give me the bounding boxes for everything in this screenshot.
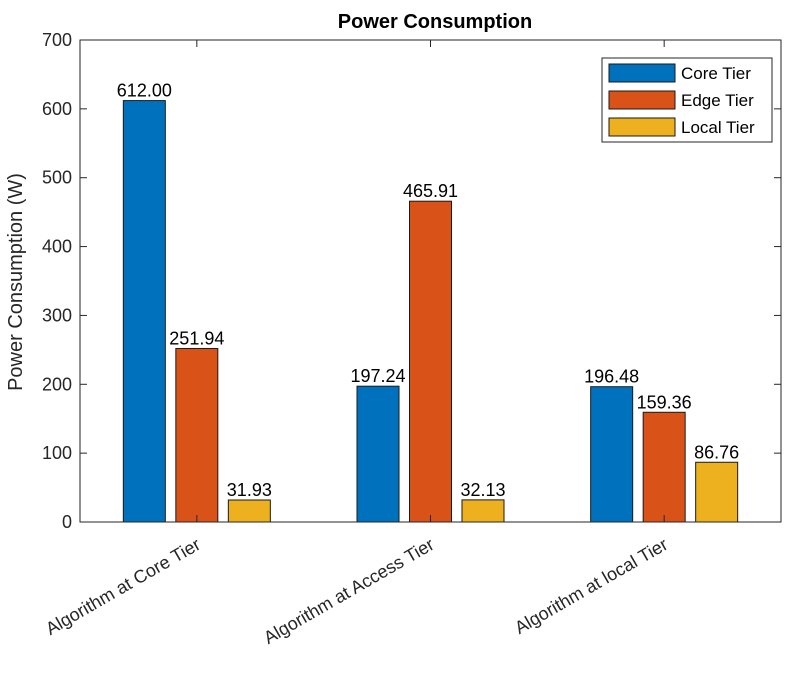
bar-edge-tier-2: [409, 200, 452, 523]
legend-swatch-core-tier: [608, 63, 676, 83]
bar-local-tier-2: [461, 499, 505, 523]
x-category-label: Algorithm at local Tier: [511, 534, 671, 638]
y-tick-label: 200: [42, 374, 72, 394]
bar-labels-group: 612.00 251.94 31.93 197.24 465.91 32.13 196.48…: [117, 81, 739, 500]
y-tick-label: 600: [42, 99, 72, 119]
legend-swatch-local-tier: [608, 117, 676, 137]
y-axis-label: Power Consumption (W): [5, 173, 27, 391]
bar-edge-tier-1: [175, 348, 219, 523]
data-label: 159.36: [637, 392, 692, 412]
legend-swatch-edge-tier: [608, 90, 676, 110]
bar-core-tier-1: [122, 100, 166, 523]
legend-entry-label: Core Tier: [681, 64, 751, 83]
data-label: 32.13: [460, 480, 505, 500]
data-label: 612.00: [117, 81, 172, 101]
data-label: 465.91: [403, 181, 458, 201]
chart-title: Power Consumption: [338, 11, 532, 33]
legend-entry-label: Local Tier: [681, 118, 755, 137]
y-tick-label: 0: [62, 512, 72, 532]
data-label: 197.24: [350, 366, 405, 386]
y-tick-label: 400: [42, 237, 72, 257]
bar-core-tier-3: [590, 386, 634, 523]
data-label: 196.48: [584, 367, 639, 387]
data-label: 251.94: [169, 329, 224, 349]
bar-core-tier-2: [356, 385, 400, 523]
x-category-label: Algorithm at Core Tier: [42, 534, 204, 639]
data-label: 86.76: [694, 442, 739, 462]
y-tick-label: 500: [42, 168, 72, 188]
y-tick-label: 300: [42, 305, 72, 325]
bar-edge-tier-3: [642, 411, 686, 523]
data-label: 31.93: [227, 480, 272, 500]
bars-group: [122, 100, 739, 523]
x-category-label: Algorithm at Access Tier: [260, 534, 437, 648]
bar-local-tier-3: [695, 461, 739, 523]
y-tick-label: 100: [42, 443, 72, 463]
bar-local-tier-1: [227, 499, 271, 523]
y-tick-label: 700: [42, 30, 72, 50]
legend-entry-label: Edge Tier: [681, 91, 754, 110]
legend: Core Tier Edge Tier Local Tier: [601, 57, 773, 143]
